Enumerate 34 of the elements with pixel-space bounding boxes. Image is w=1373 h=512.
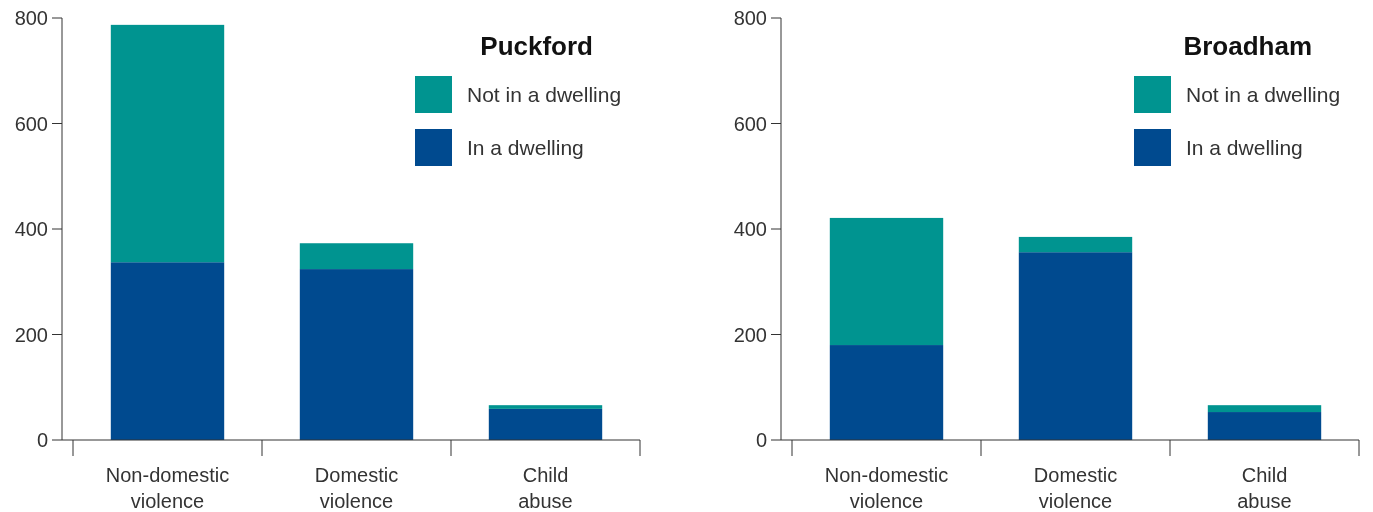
y-tick-label: 400 [14, 218, 48, 240]
text: Broadham [1183, 31, 1312, 61]
x-tick-label: Domestic violence [314, 464, 399, 512]
y-tick-label: 800 [733, 7, 767, 29]
y-tick-label: 600 [733, 112, 767, 135]
bar [1207, 412, 1322, 440]
bar [488, 405, 603, 409]
y-tick-label: 200 [14, 323, 48, 346]
bar [299, 243, 414, 270]
bar [1207, 405, 1322, 413]
x-tick-label: Non-domestic violence [824, 464, 949, 512]
x-tick-label: Domestic violence [1033, 464, 1118, 512]
bar [1018, 236, 1133, 253]
bar [110, 262, 225, 440]
y-tick-label: 600 [14, 112, 48, 135]
x-tick-label: Child abuse [518, 464, 573, 512]
legend-label: In a dwelling [1186, 136, 1303, 160]
y-tick-label: 800 [14, 7, 48, 29]
bar [110, 24, 225, 263]
legend-label: Not in a dwelling [1186, 83, 1341, 107]
legend-label: In a dwelling [467, 136, 584, 160]
y-tick-label: 200 [733, 323, 767, 346]
legend-label: Not in a dwelling [467, 83, 622, 107]
y-tick-label: 400 [733, 218, 767, 240]
bar [829, 217, 944, 346]
x-tick-label: Child abuse [1237, 464, 1292, 512]
text: Puckford [480, 31, 593, 61]
x-tick-label: Non-domestic violence [105, 464, 230, 512]
y-tick-label: 0 [755, 429, 767, 451]
bar [299, 269, 414, 440]
bar [829, 345, 944, 440]
y-tick-label: 0 [36, 429, 48, 451]
bar [1018, 252, 1133, 440]
bar [488, 408, 603, 440]
